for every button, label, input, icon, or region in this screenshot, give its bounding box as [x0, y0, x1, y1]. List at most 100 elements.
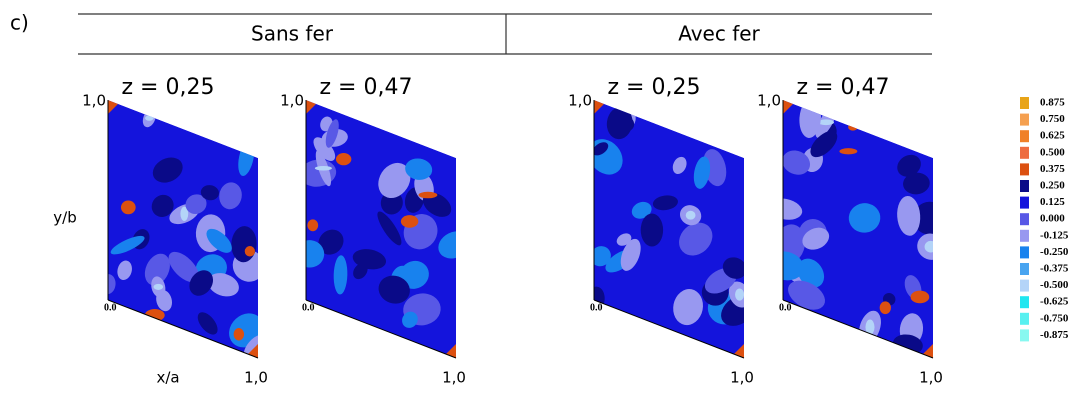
contour-blob	[197, 312, 218, 335]
legend-label: 0.375	[1040, 163, 1065, 175]
contour-hot	[848, 123, 858, 131]
contour-blob	[797, 258, 825, 288]
contour-core	[735, 288, 744, 301]
map-corner	[446, 344, 456, 358]
legend-swatch	[1020, 312, 1029, 325]
origin-label: 0.0	[590, 302, 603, 313]
legend-label: 0.250	[1040, 180, 1065, 192]
contour-map	[594, 100, 744, 358]
contour-hot	[233, 328, 245, 341]
map-corner	[783, 100, 793, 114]
contour-map	[783, 100, 933, 358]
contour-map	[108, 100, 258, 358]
axis	[593, 299, 745, 359]
contour-blob	[788, 280, 826, 310]
contour-core	[180, 206, 189, 221]
legend-label: -0.250	[1040, 246, 1069, 258]
legend-swatch	[1020, 246, 1029, 259]
contour-blob	[333, 255, 348, 295]
panel-title: z = 0,47	[320, 75, 413, 100]
contour-blob	[673, 289, 703, 326]
contour-blob	[185, 194, 207, 214]
contour-blob	[168, 251, 199, 283]
y-axis-label: y/b	[53, 209, 76, 227]
contour-blob	[206, 228, 232, 253]
contour-core	[685, 210, 696, 220]
contour-blob	[913, 201, 933, 235]
contour-blob	[156, 289, 173, 312]
legend-swatch	[1020, 146, 1029, 159]
contour-hot	[400, 215, 419, 228]
contour-blob	[219, 182, 242, 210]
contour-blob	[802, 227, 830, 250]
map-corner	[306, 100, 316, 114]
group-title: Sans fer	[251, 22, 334, 46]
legend-swatch	[1020, 163, 1029, 176]
map-corner	[734, 344, 744, 358]
contour-core	[924, 240, 933, 253]
axis-max-label: 1,0	[82, 92, 106, 110]
contour-blob	[189, 270, 214, 296]
legend-swatch	[1020, 296, 1029, 309]
legend-label: -0.750	[1040, 312, 1069, 324]
contour-blob	[672, 156, 687, 174]
panel-title: z = 0,25	[122, 75, 215, 100]
contour-blob	[810, 130, 838, 158]
legend-label: 0.500	[1040, 146, 1065, 158]
contour-hot	[120, 200, 136, 215]
contour-blob	[722, 257, 744, 279]
contour-blob	[405, 158, 433, 180]
origin-label: 0.0	[779, 302, 792, 313]
legend-label: 0.125	[1040, 196, 1065, 208]
contour-blob	[848, 203, 881, 233]
contour-core	[153, 283, 164, 290]
contour-blob	[422, 192, 452, 217]
contour-blob	[352, 249, 387, 270]
contour-hot	[307, 219, 319, 232]
contour-blob	[679, 222, 713, 256]
contour-blob	[903, 172, 930, 195]
contour-blob	[152, 157, 183, 183]
contour-blob	[377, 211, 402, 246]
map-corner	[923, 344, 933, 358]
legend-label: 0.750	[1040, 113, 1065, 125]
origin-label: 0.0	[104, 302, 117, 313]
contour-hot	[910, 290, 930, 304]
axis-max-label: 1,0	[244, 369, 268, 387]
contour-blob	[402, 311, 418, 328]
origin-label: 0.0	[302, 302, 315, 313]
contour-hot	[335, 153, 352, 166]
contour-blob	[693, 156, 711, 189]
contour-blob	[783, 251, 804, 281]
contour-blob	[144, 253, 170, 286]
contour-blob	[652, 195, 678, 211]
contour-blob	[110, 235, 145, 255]
contour-core	[314, 165, 332, 171]
legend-label: 0.625	[1040, 130, 1065, 142]
contour-blob	[151, 194, 174, 217]
contour-blob	[117, 260, 132, 281]
axis-max-label: 1,0	[730, 369, 754, 387]
legend-swatch	[1020, 180, 1029, 192]
contour-blob	[318, 229, 344, 255]
contour-core	[865, 319, 875, 335]
contour-core	[817, 119, 834, 126]
legend-swatch	[1020, 97, 1029, 109]
contour-blob	[616, 233, 632, 246]
contour-blob	[631, 201, 652, 219]
axis-max-label: 1,0	[757, 92, 781, 110]
contour-blob	[620, 238, 641, 271]
contour-core	[145, 115, 154, 121]
contour-blob	[897, 195, 921, 236]
contour-blob	[606, 106, 633, 140]
panel-title: z = 0,25	[608, 75, 701, 100]
contour-blob	[207, 273, 239, 297]
contour-blob	[594, 142, 609, 156]
axis	[782, 299, 934, 359]
axis	[305, 299, 457, 359]
legend-label: -0.500	[1040, 279, 1069, 291]
legend-label: 0.875	[1040, 97, 1065, 109]
map-corner	[594, 100, 604, 114]
contour-blob	[897, 154, 921, 177]
